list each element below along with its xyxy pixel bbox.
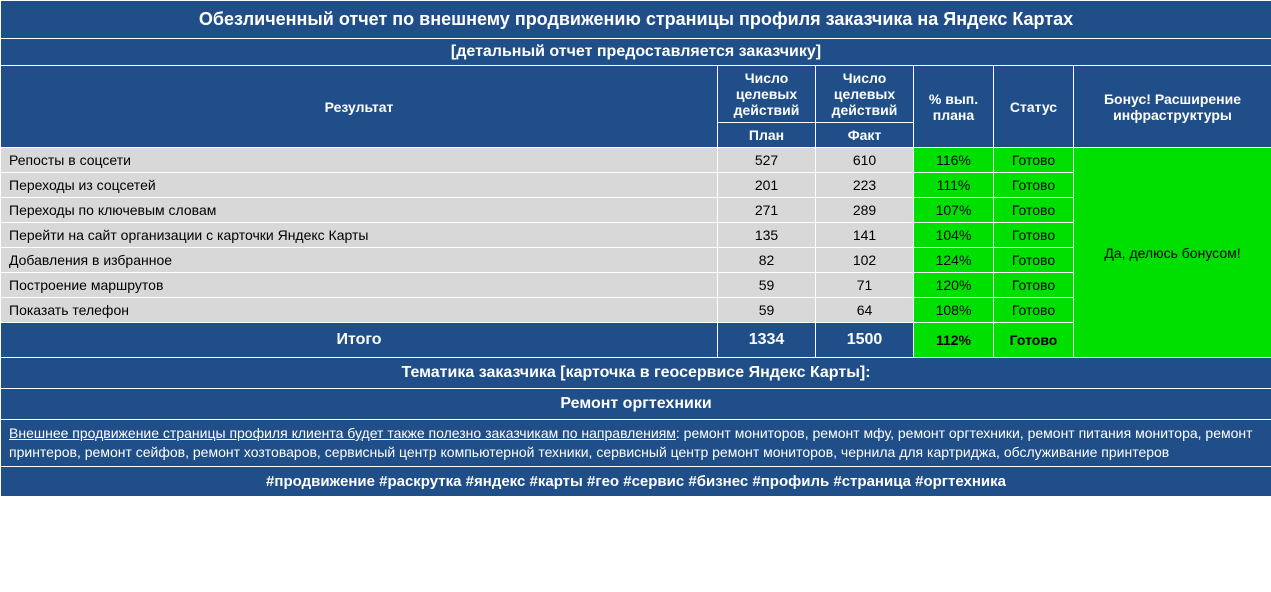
row-status: Готово (994, 248, 1074, 273)
row-status: Готово (994, 223, 1074, 248)
total-fact: 1500 (816, 323, 914, 358)
report-subtitle: [детальный отчет предоставляется заказчи… (1, 39, 1271, 66)
row-status: Готово (994, 273, 1074, 298)
row-fact: 223 (816, 173, 914, 198)
report-title: Обезличенный отчет по внешнему продвижен… (1, 1, 1271, 39)
row-plan: 59 (718, 273, 816, 298)
row-pct: 108% (914, 298, 994, 323)
header-fact-sub: Факт (816, 123, 914, 148)
promo-text: Внешнее продвижение страницы профиля кли… (1, 420, 1271, 467)
table-row: Репосты в соцсети 527 610 116% Готово Да… (1, 148, 1271, 173)
title-row: Обезличенный отчет по внешнему продвижен… (1, 1, 1271, 39)
row-status: Готово (994, 298, 1074, 323)
theme-value-row: Ремонт оргтехники (1, 389, 1271, 420)
row-label: Переходы по ключевым словам (1, 198, 718, 223)
header-plan-sub: План (718, 123, 816, 148)
row-fact: 71 (816, 273, 914, 298)
hashtags: #продвижение #раскрутка #яндекс #карты #… (1, 466, 1271, 496)
row-pct: 124% (914, 248, 994, 273)
total-label: Итого (1, 323, 718, 358)
header-bonus: Бонус! Расширение инфраструктуры (1074, 66, 1271, 148)
theme-header: Тематика заказчика [карточка в геосервис… (1, 358, 1271, 389)
row-fact: 141 (816, 223, 914, 248)
row-pct: 104% (914, 223, 994, 248)
row-fact: 610 (816, 148, 914, 173)
row-pct: 107% (914, 198, 994, 223)
row-plan: 135 (718, 223, 816, 248)
subtitle-row: [детальный отчет предоставляется заказчи… (1, 39, 1271, 66)
row-pct: 116% (914, 148, 994, 173)
total-pct: 112% (914, 323, 994, 358)
header-result: Результат (1, 66, 718, 148)
header-plan-top: Число целевых действий (718, 66, 816, 123)
header-fact-top: Число целевых действий (816, 66, 914, 123)
row-label: Показать телефон (1, 298, 718, 323)
hashtags-row: #продвижение #раскрутка #яндекс #карты #… (1, 466, 1271, 496)
theme-header-row: Тематика заказчика [карточка в геосервис… (1, 358, 1271, 389)
header-status: Статус (994, 66, 1074, 148)
theme-value: Ремонт оргтехники (1, 389, 1271, 420)
row-fact: 64 (816, 298, 914, 323)
header-row-1: Результат Число целевых действий Число ц… (1, 66, 1271, 123)
promo-lead: Внешнее продвижение страницы профиля кли… (9, 425, 676, 441)
row-label: Репосты в соцсети (1, 148, 718, 173)
row-fact: 102 (816, 248, 914, 273)
row-label: Переходы из соцсетей (1, 173, 718, 198)
row-fact: 289 (816, 198, 914, 223)
row-plan: 527 (718, 148, 816, 173)
row-pct: 111% (914, 173, 994, 198)
promo-text-row: Внешнее продвижение страницы профиля кли… (1, 420, 1271, 467)
total-status: Готово (994, 323, 1074, 358)
row-label: Добавления в избранное (1, 248, 718, 273)
row-status: Готово (994, 198, 1074, 223)
row-plan: 82 (718, 248, 816, 273)
row-status: Готово (994, 148, 1074, 173)
total-plan: 1334 (718, 323, 816, 358)
report-table: Обезличенный отчет по внешнему продвижен… (0, 0, 1271, 497)
bonus-cell: Да, делюсь бонусом! (1074, 148, 1271, 358)
row-plan: 59 (718, 298, 816, 323)
row-status: Готово (994, 173, 1074, 198)
row-label: Перейти на сайт организации с карточки Я… (1, 223, 718, 248)
row-plan: 201 (718, 173, 816, 198)
row-plan: 271 (718, 198, 816, 223)
row-pct: 120% (914, 273, 994, 298)
header-pct: % вып. плана (914, 66, 994, 148)
row-label: Построение маршрутов (1, 273, 718, 298)
